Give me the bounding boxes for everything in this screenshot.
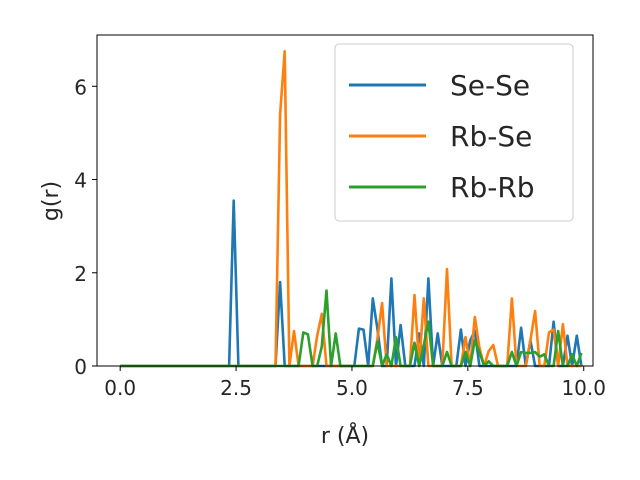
axes: 0.0 2.5 5.0 7.5 10.0 0 2 4 6 [74,34,606,400]
plot-frame [96,34,594,367]
y-tick-label: 2 [74,262,87,286]
legend-box [334,43,574,222]
legend-label-rb-rb: Rb-Rb [450,171,535,204]
x-axis-label: r (Å) [321,422,369,449]
legend: Se-Se Rb-Se Rb-Rb [334,43,574,222]
x-tick-label: 5.0 [336,376,368,400]
y-tick-label: 4 [74,169,87,193]
x-tick-label: 10.0 [561,376,606,400]
y-tick-label: 0 [74,355,87,379]
legend-label-rb-se: Rb-Se [450,120,532,153]
y-axis-label: g(r) [39,181,64,221]
legend-label-se-se: Se-Se [450,69,530,102]
y-tick-label: 6 [74,75,87,99]
x-tick-label: 2.5 [220,376,252,400]
series-line-rb-rb [120,289,583,368]
series-line-se-se [120,199,583,368]
x-tick-label: 7.5 [452,376,484,400]
x-tick-label: 0.0 [104,376,136,400]
